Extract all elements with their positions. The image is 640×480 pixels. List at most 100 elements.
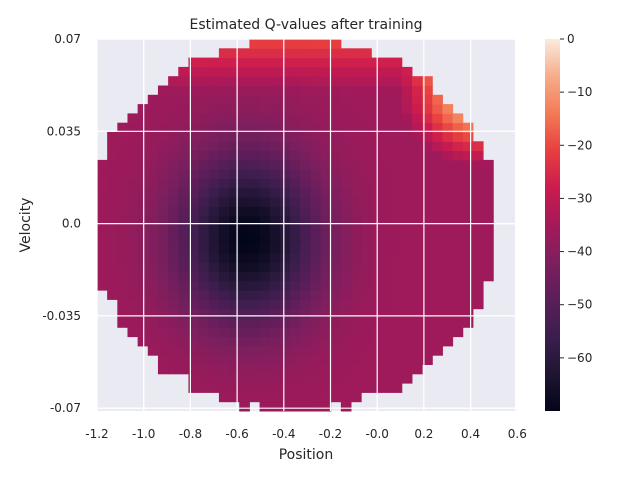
heatmap-cell bbox=[310, 392, 322, 403]
heatmap-cell bbox=[401, 187, 413, 198]
heatmap-cell bbox=[340, 345, 352, 356]
heatmap-cell bbox=[259, 132, 271, 142]
heatmap-cell bbox=[391, 308, 403, 319]
heatmap-cell bbox=[483, 187, 494, 198]
heatmap-cell bbox=[239, 355, 250, 365]
heatmap-cell bbox=[188, 355, 200, 365]
heatmap-cell bbox=[361, 318, 372, 328]
heatmap-cell bbox=[340, 169, 352, 179]
heatmap-cell bbox=[218, 104, 230, 114]
heatmap-cell bbox=[178, 187, 189, 198]
heatmap-cell bbox=[432, 234, 443, 245]
heatmap-cell bbox=[422, 141, 433, 152]
heatmap-cell bbox=[483, 215, 494, 226]
heatmap-cell bbox=[432, 308, 443, 319]
heatmap-cell bbox=[442, 150, 454, 161]
heatmap-cell bbox=[259, 150, 271, 161]
heatmap-cell bbox=[259, 178, 271, 189]
heatmap-cell bbox=[330, 373, 342, 384]
x-tick-label: 0.2 bbox=[414, 427, 433, 441]
heatmap-cell bbox=[147, 262, 159, 272]
heatmap-cell bbox=[411, 197, 423, 207]
heatmap-cell bbox=[107, 280, 118, 291]
heatmap-cell bbox=[249, 159, 261, 170]
heatmap-cell bbox=[290, 308, 301, 319]
heatmap-cell bbox=[239, 308, 250, 319]
heatmap-cell bbox=[290, 280, 301, 291]
heatmap-cell bbox=[330, 271, 342, 282]
heatmap-cell bbox=[239, 401, 250, 412]
heatmap-cell bbox=[178, 150, 189, 161]
heatmap-cell bbox=[411, 318, 423, 328]
heatmap-cell bbox=[340, 159, 352, 170]
heatmap-cell bbox=[472, 299, 484, 310]
heatmap-cell bbox=[127, 271, 139, 282]
heatmap-cell bbox=[391, 113, 403, 124]
heatmap-cell bbox=[350, 178, 362, 189]
heatmap-cell bbox=[97, 225, 108, 235]
heatmap-cell bbox=[350, 141, 362, 152]
heatmap-cell bbox=[269, 252, 281, 263]
heatmap-cell bbox=[411, 85, 423, 96]
heatmap-cell bbox=[401, 113, 413, 124]
heatmap-cell bbox=[401, 290, 413, 300]
heatmap-cell bbox=[157, 299, 169, 310]
heatmap-cell bbox=[350, 271, 362, 282]
heatmap-cell bbox=[259, 280, 271, 291]
heatmap-cell bbox=[229, 364, 240, 375]
heatmap-cell bbox=[208, 383, 220, 393]
heatmap-cell bbox=[218, 48, 230, 59]
heatmap-cell bbox=[157, 234, 169, 245]
heatmap-cell bbox=[483, 178, 494, 189]
heatmap-cell bbox=[208, 215, 220, 226]
heatmap-cell bbox=[442, 215, 454, 226]
heatmap-cell bbox=[361, 187, 372, 198]
heatmap-cell bbox=[310, 401, 322, 412]
heatmap-cell bbox=[310, 262, 322, 272]
heatmap-cell bbox=[452, 327, 464, 338]
heatmap-cell bbox=[422, 327, 433, 338]
heatmap-cell bbox=[127, 169, 139, 179]
heatmap-cell bbox=[229, 113, 240, 124]
heatmap-cell bbox=[218, 187, 230, 198]
heatmap-cell bbox=[361, 327, 372, 338]
heatmap-cell bbox=[452, 206, 464, 217]
heatmap-cell bbox=[350, 48, 362, 59]
heatmap-cell bbox=[249, 373, 261, 384]
heatmap-cell bbox=[320, 252, 332, 263]
heatmap-cell bbox=[218, 392, 230, 403]
heatmap-cell bbox=[229, 104, 240, 114]
heatmap-cell bbox=[249, 290, 261, 300]
x-tick-label: -0.0 bbox=[365, 427, 388, 441]
heatmap-cell bbox=[259, 299, 271, 310]
heatmap-cell bbox=[279, 225, 291, 235]
heatmap-cell bbox=[269, 308, 281, 319]
heatmap-cell bbox=[422, 85, 433, 96]
heatmap-cell bbox=[157, 85, 169, 96]
heatmap-cell bbox=[290, 122, 301, 133]
heatmap-cell bbox=[320, 215, 332, 226]
heatmap-cell bbox=[361, 383, 372, 393]
heatmap-cell bbox=[269, 364, 281, 375]
heatmap-cell bbox=[361, 104, 372, 114]
heatmap-cell bbox=[178, 197, 189, 207]
heatmap-cell bbox=[279, 66, 291, 77]
x-axis-label: Position bbox=[279, 447, 334, 463]
heatmap-cell bbox=[269, 243, 281, 254]
heatmap-cell bbox=[391, 271, 403, 282]
heatmap-cell bbox=[320, 169, 332, 179]
heatmap-cell bbox=[127, 187, 139, 198]
heatmap-cell bbox=[330, 94, 342, 105]
heatmap-cell bbox=[137, 113, 149, 124]
heatmap-cell bbox=[208, 225, 220, 235]
heatmap-cell bbox=[269, 94, 281, 105]
heatmap-cell bbox=[137, 104, 149, 114]
heatmap-cell bbox=[381, 225, 393, 235]
heatmap-cell bbox=[127, 141, 139, 152]
heatmap-cell bbox=[168, 336, 179, 347]
heatmap-cell bbox=[381, 327, 393, 338]
heatmap-cell bbox=[97, 169, 108, 179]
heatmap-cell bbox=[472, 178, 484, 189]
heatmap-cell bbox=[157, 336, 169, 347]
heatmap-cell bbox=[97, 159, 108, 170]
